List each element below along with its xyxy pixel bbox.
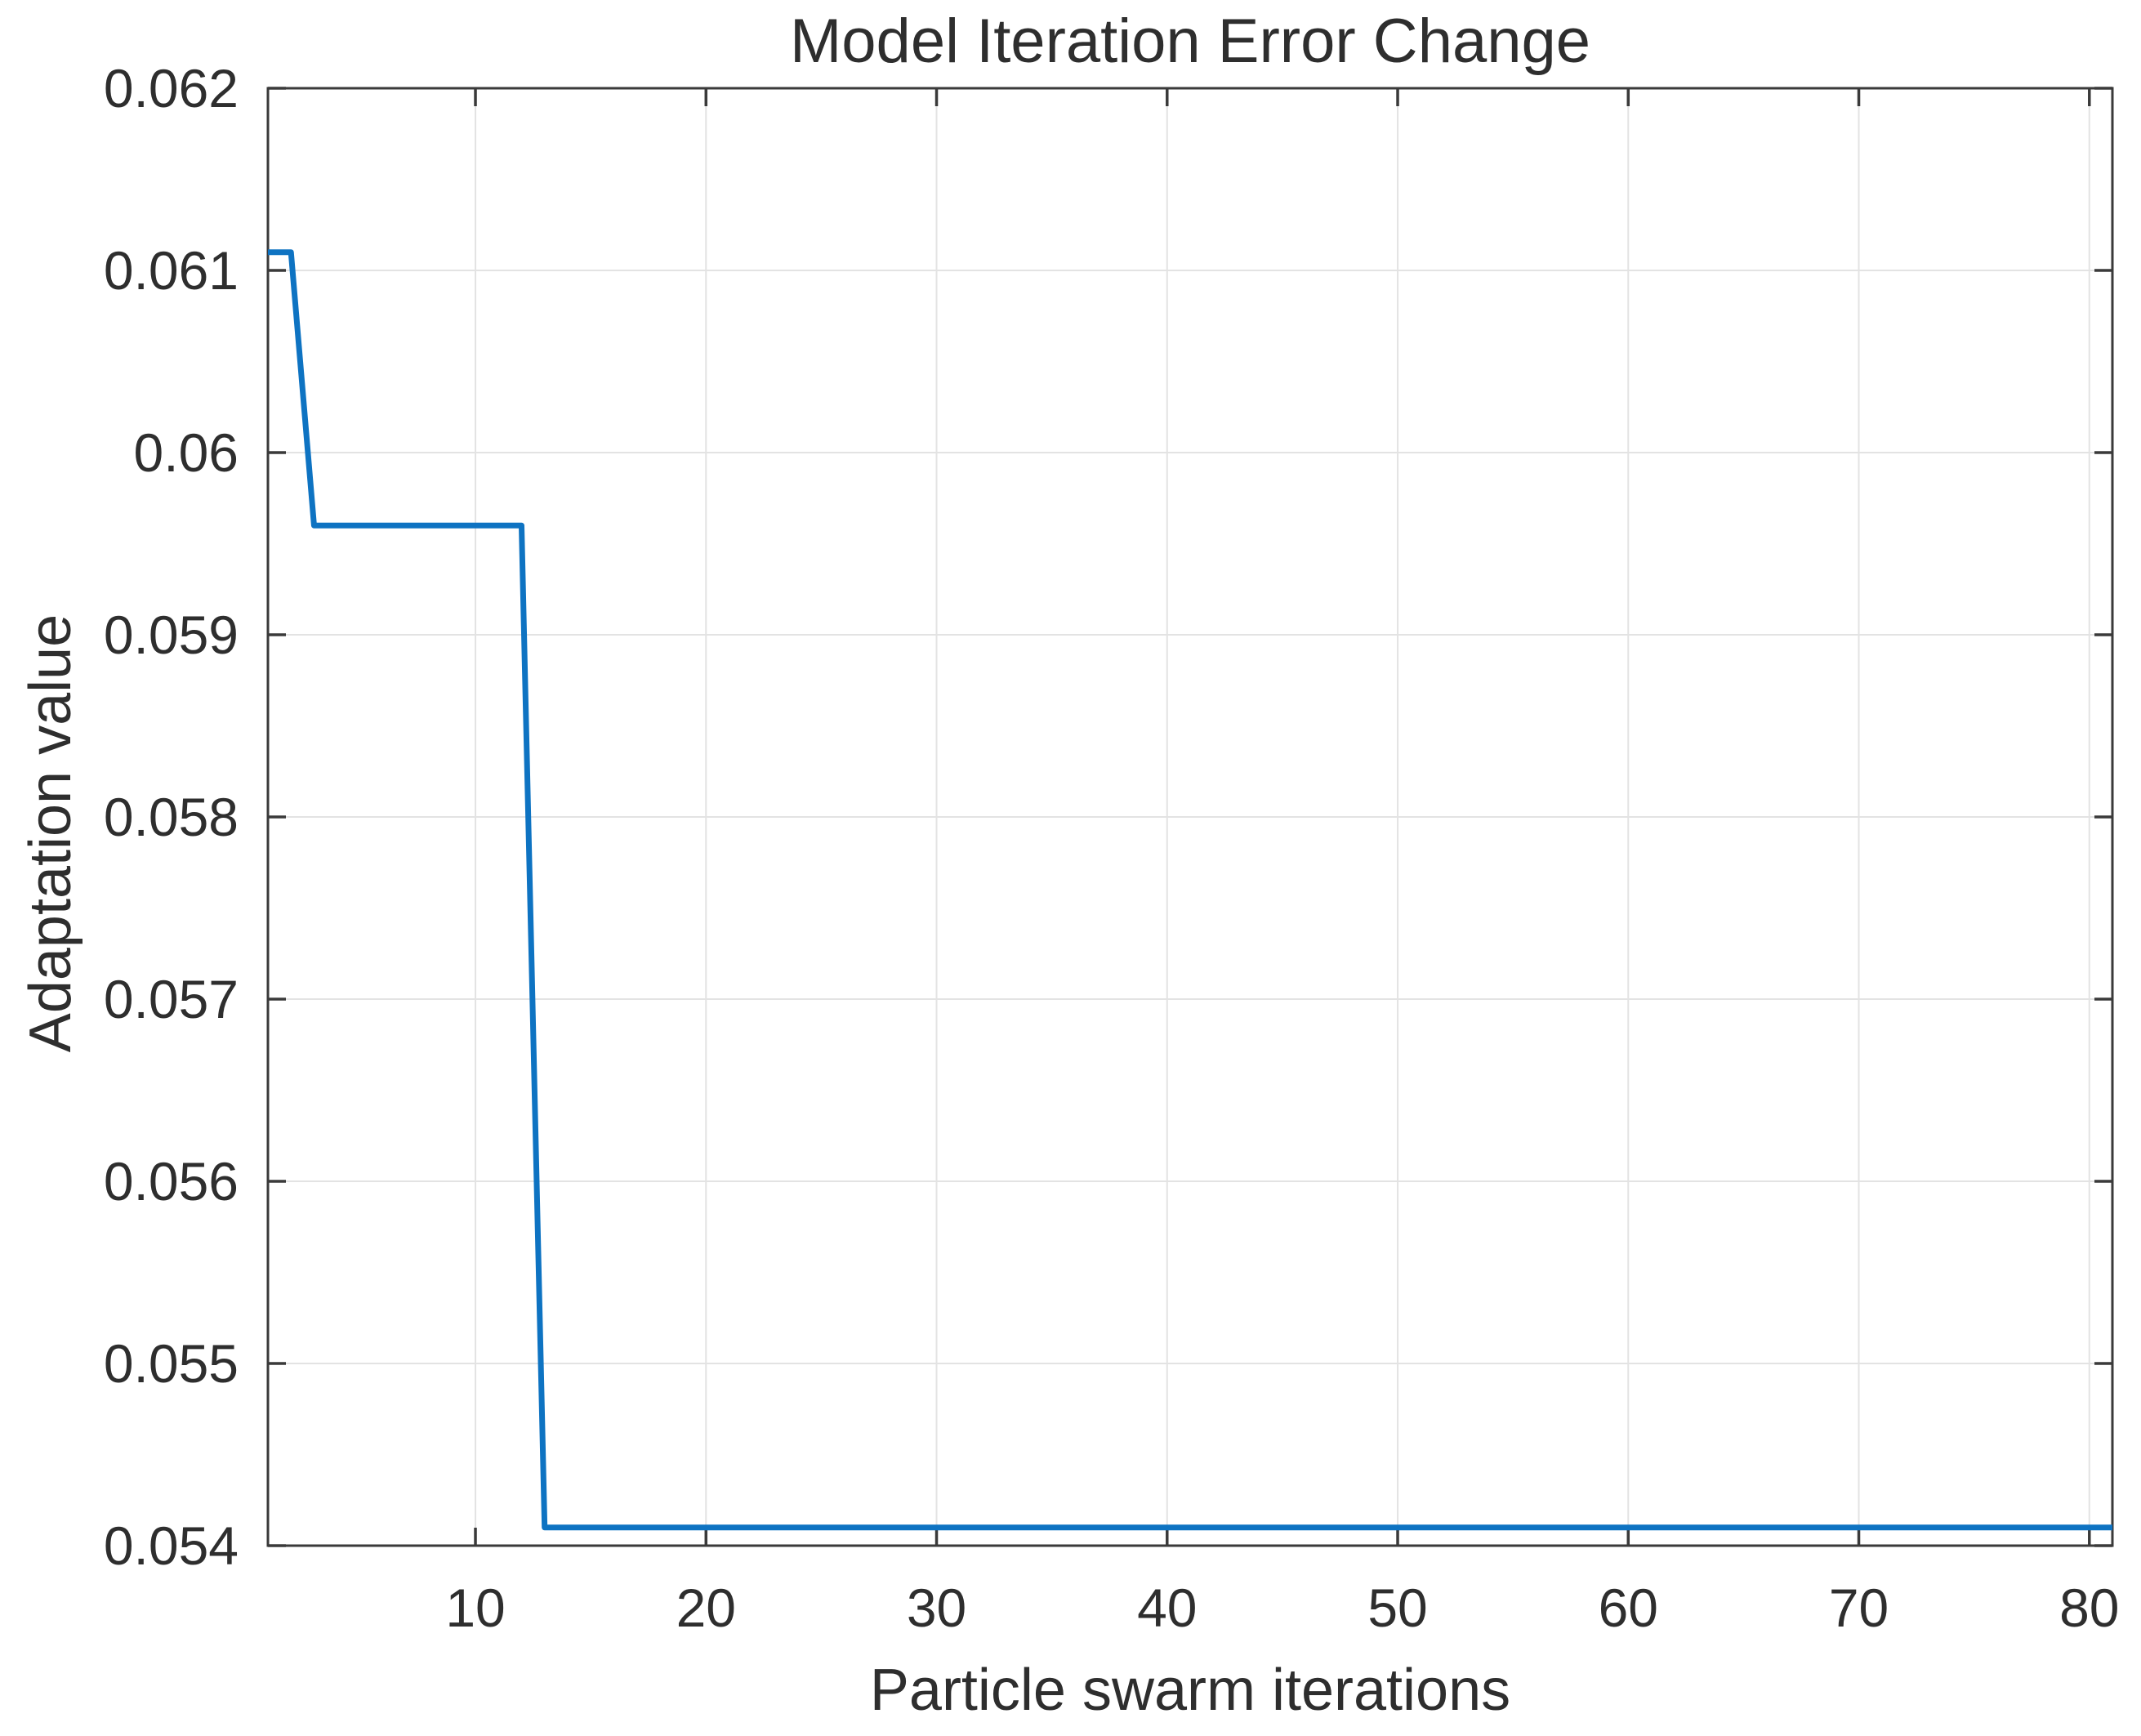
- x-axis-label: Particle swarm iterations: [870, 1658, 1510, 1723]
- series-line-0: [268, 249, 2112, 1531]
- x-tick-label-10: 10: [445, 1578, 505, 1638]
- x-tick-label-80: 80: [2059, 1578, 2119, 1638]
- y-tick-label-0.055: 0.055: [104, 1333, 239, 1394]
- y-axis-label: Adaptation value: [18, 614, 83, 1052]
- y-tick-label-0.062: 0.062: [104, 58, 239, 118]
- y-tick-label-0.057: 0.057: [104, 969, 239, 1029]
- x-tick-label-60: 60: [1599, 1578, 1658, 1638]
- x-tick-label-40: 40: [1137, 1578, 1197, 1638]
- x-tick-label-30: 30: [907, 1578, 966, 1638]
- y-tick-label-0.059: 0.059: [104, 605, 239, 665]
- x-tick-label-20: 20: [676, 1578, 736, 1638]
- chart-title: Model Iteration Error Change: [790, 7, 1590, 76]
- label-layer: Model Iteration Error Change Particle sw…: [18, 7, 1590, 1723]
- x-tick-label-70: 70: [1829, 1578, 1889, 1638]
- grid-layer: [268, 88, 2112, 1546]
- y-tick-label-0.058: 0.058: [104, 787, 239, 847]
- y-tick-label-0.056: 0.056: [104, 1151, 239, 1212]
- x-tick-label-50: 50: [1367, 1578, 1427, 1638]
- y-tick-label-0.06: 0.06: [134, 422, 239, 483]
- y-tick-label-0.061: 0.061: [104, 240, 239, 301]
- y-tick-label-0.054: 0.054: [104, 1515, 239, 1576]
- series-layer: [268, 249, 2112, 1531]
- axis-layer: 10 20 30 40 50 60 70 80 0.054 0.055 0.056 0.057 0.05…: [104, 58, 2120, 1638]
